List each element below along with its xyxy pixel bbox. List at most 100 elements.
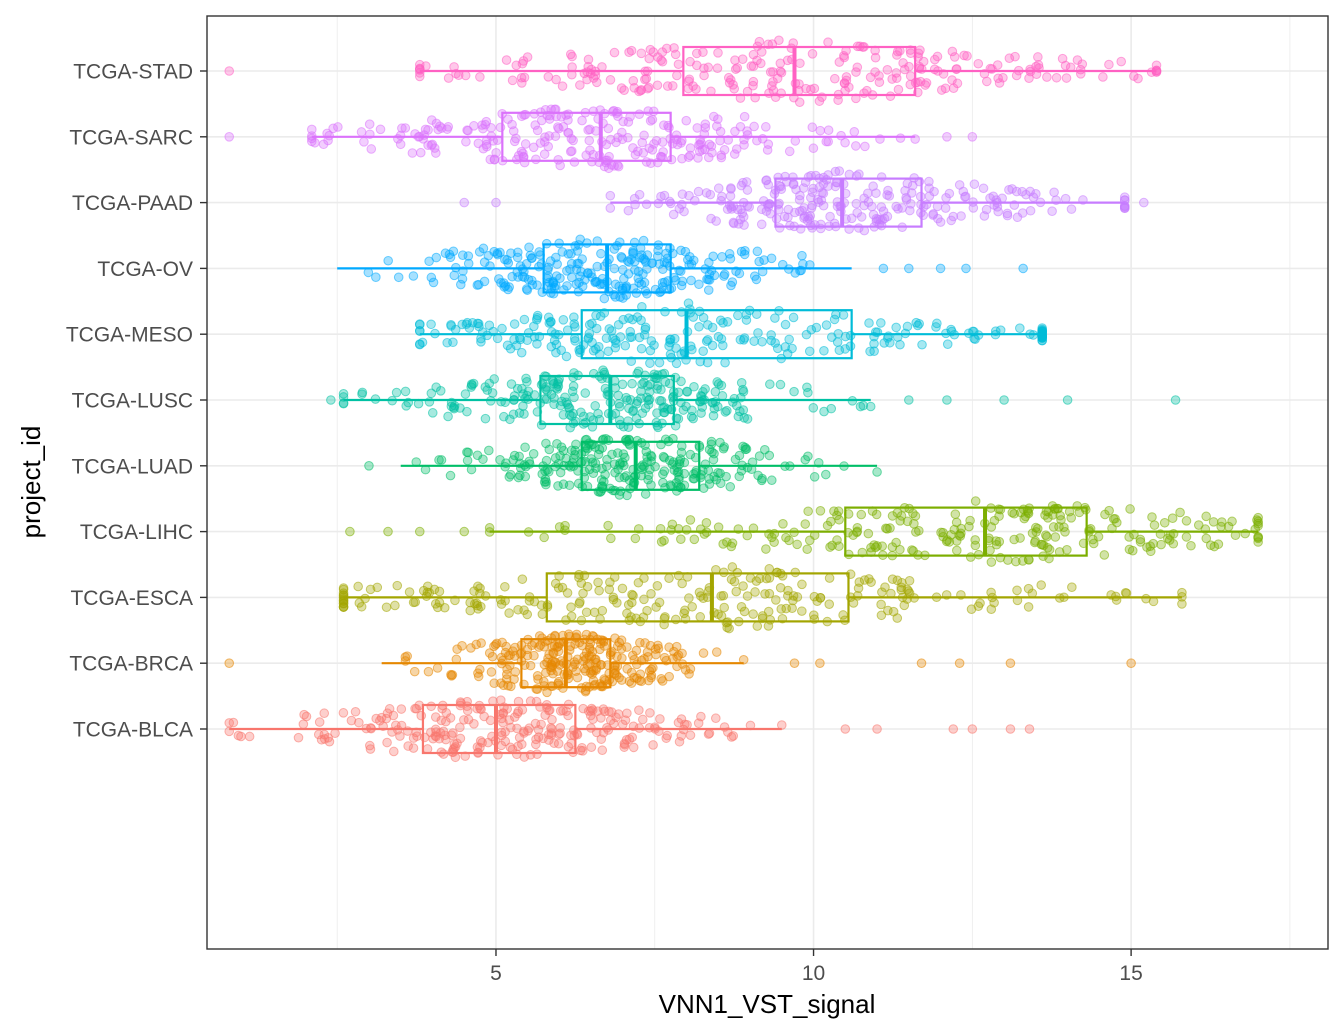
data-point	[592, 261, 603, 272]
boxplot-tcga-meso	[419, 309, 1043, 360]
data-point	[360, 593, 370, 604]
data-point	[517, 58, 528, 69]
data-point	[900, 185, 910, 196]
data-point	[798, 183, 809, 193]
data-point	[581, 150, 591, 161]
data-point	[887, 511, 898, 521]
data-point	[754, 451, 765, 461]
data-point	[393, 272, 404, 283]
data-point	[580, 388, 591, 398]
data-point	[508, 409, 519, 420]
data-point	[711, 216, 721, 226]
data-point	[462, 406, 472, 417]
data-point	[667, 138, 678, 149]
data-point	[522, 650, 533, 661]
data-point	[404, 587, 415, 597]
data-point	[557, 247, 568, 257]
data-point	[705, 189, 716, 200]
data-point	[823, 37, 833, 48]
outlier-point	[948, 724, 959, 734]
data-point	[518, 148, 528, 159]
data-point	[550, 453, 561, 463]
data-point	[527, 640, 537, 651]
data-point	[824, 599, 835, 610]
data-point	[356, 127, 367, 137]
data-point	[1048, 522, 1059, 532]
data-point	[795, 190, 805, 201]
data-point	[1253, 531, 1263, 542]
boxplots	[229, 45, 1259, 755]
data-point	[725, 253, 736, 264]
data-point	[832, 337, 843, 347]
data-point	[480, 119, 491, 130]
data-point	[670, 420, 681, 431]
data-point	[532, 125, 543, 136]
data-point	[575, 597, 585, 607]
data-point	[524, 456, 535, 467]
data-point	[797, 579, 807, 590]
data-point	[500, 581, 510, 592]
data-point	[929, 64, 940, 75]
data-point	[944, 537, 955, 547]
data-point	[583, 54, 594, 65]
data-point	[668, 209, 679, 220]
data-point	[542, 635, 553, 646]
data-point	[780, 342, 791, 352]
data-point	[512, 252, 523, 263]
data-point	[699, 70, 709, 81]
data-point	[815, 125, 826, 136]
data-point	[464, 323, 475, 333]
data-point	[513, 706, 524, 717]
data-point	[860, 141, 870, 152]
data-point	[375, 124, 386, 135]
boxplot-tcga-blca	[229, 703, 782, 755]
data-point	[624, 47, 634, 57]
data-point	[852, 526, 863, 537]
data-point	[492, 249, 503, 260]
data-point	[833, 95, 843, 105]
data-point	[902, 516, 913, 527]
data-point	[563, 629, 574, 640]
data-point	[568, 135, 578, 146]
data-point	[1127, 545, 1138, 556]
data-point	[993, 73, 1003, 84]
data-point	[646, 480, 656, 490]
data-point	[501, 55, 512, 65]
data-point	[539, 149, 550, 159]
data-point	[530, 120, 541, 130]
data-point	[593, 408, 603, 419]
data-point	[677, 189, 688, 199]
data-point	[426, 272, 437, 283]
data-point	[590, 277, 600, 288]
data-point	[884, 191, 895, 201]
data-point	[727, 562, 738, 572]
data-point	[503, 114, 513, 124]
data-point	[563, 127, 573, 138]
data-point	[627, 314, 638, 325]
data-point	[1031, 61, 1041, 72]
data-point	[466, 382, 476, 392]
data-point	[645, 708, 655, 718]
data-point	[800, 519, 811, 529]
data-point	[1145, 546, 1156, 557]
data-point	[731, 400, 742, 411]
data-point	[517, 78, 527, 88]
data-point	[1012, 212, 1023, 223]
data-point	[772, 343, 783, 354]
data-point	[805, 211, 816, 221]
data-point	[859, 575, 870, 585]
data-point	[891, 322, 901, 333]
boxplot-tcga-luad	[400, 440, 878, 491]
data-point	[636, 386, 646, 396]
data-point	[778, 519, 788, 529]
data-point	[629, 83, 640, 93]
data-point	[639, 573, 649, 583]
data-point	[632, 396, 643, 406]
data-point	[716, 591, 726, 601]
data-point	[648, 740, 658, 750]
data-point	[719, 602, 730, 613]
data-point	[617, 583, 628, 594]
data-point	[621, 735, 632, 745]
data-point	[388, 710, 399, 721]
data-point	[474, 321, 484, 332]
